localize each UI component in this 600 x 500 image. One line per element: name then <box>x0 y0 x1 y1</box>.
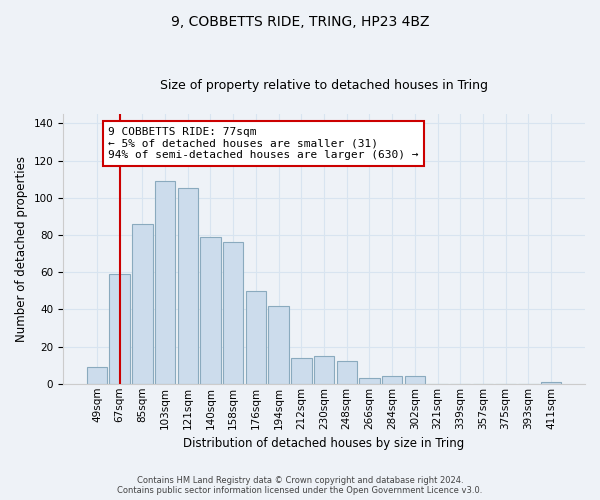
Title: Size of property relative to detached houses in Tring: Size of property relative to detached ho… <box>160 79 488 92</box>
Bar <box>382 376 403 384</box>
Bar <box>155 181 175 384</box>
Bar <box>132 224 152 384</box>
Text: Contains HM Land Registry data © Crown copyright and database right 2024.
Contai: Contains HM Land Registry data © Crown c… <box>118 476 482 495</box>
Bar <box>541 382 561 384</box>
Text: 9 COBBETTS RIDE: 77sqm
← 5% of detached houses are smaller (31)
94% of semi-deta: 9 COBBETTS RIDE: 77sqm ← 5% of detached … <box>109 127 419 160</box>
X-axis label: Distribution of detached houses by size in Tring: Distribution of detached houses by size … <box>184 437 464 450</box>
Bar <box>178 188 198 384</box>
Bar <box>268 306 289 384</box>
Bar <box>291 358 311 384</box>
Bar <box>223 242 244 384</box>
Y-axis label: Number of detached properties: Number of detached properties <box>15 156 28 342</box>
Bar <box>404 376 425 384</box>
Bar <box>87 367 107 384</box>
Bar <box>337 362 357 384</box>
Bar <box>109 274 130 384</box>
Bar <box>200 237 221 384</box>
Bar <box>245 290 266 384</box>
Bar <box>314 356 334 384</box>
Text: 9, COBBETTS RIDE, TRING, HP23 4BZ: 9, COBBETTS RIDE, TRING, HP23 4BZ <box>171 15 429 29</box>
Bar <box>359 378 380 384</box>
